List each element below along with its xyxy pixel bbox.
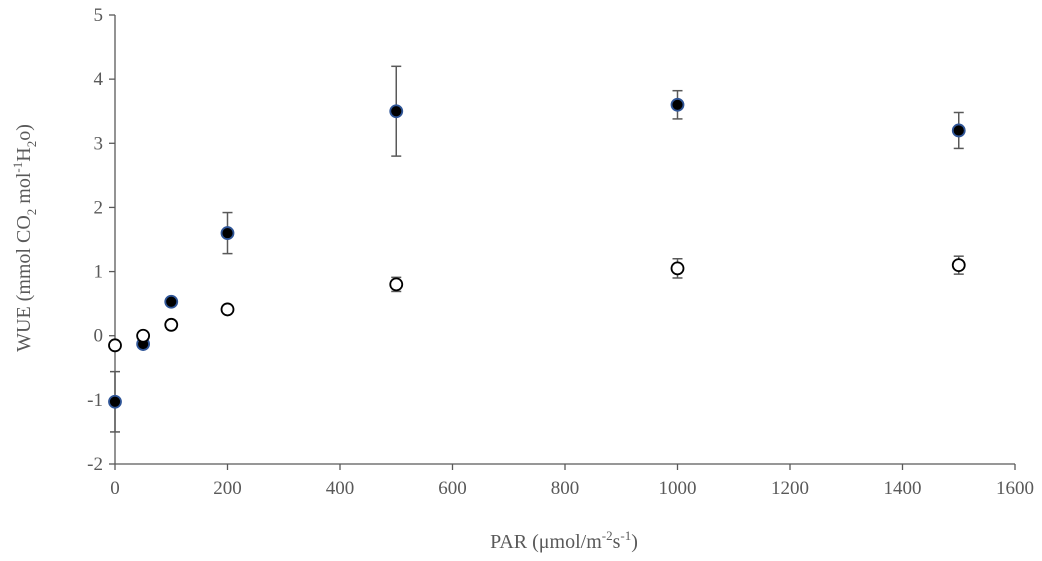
data-point bbox=[164, 294, 179, 309]
y-tick-label: -1 bbox=[87, 390, 103, 411]
x-axis-title: PAR (μmol/m-2s-1) bbox=[490, 528, 638, 553]
data-point bbox=[951, 258, 966, 273]
data-marks bbox=[108, 65, 966, 433]
data-point bbox=[951, 123, 966, 138]
data-point bbox=[164, 317, 179, 332]
data-point bbox=[220, 302, 235, 317]
x-tick-label: 1000 bbox=[659, 478, 697, 499]
data-point bbox=[389, 104, 404, 119]
x-tick-label: 200 bbox=[213, 478, 242, 499]
data-point bbox=[136, 328, 151, 343]
x-tick-label: 1600 bbox=[996, 478, 1034, 499]
y-tick-label: 0 bbox=[94, 326, 104, 347]
data-point bbox=[670, 261, 685, 276]
y-tick-label: 2 bbox=[94, 197, 104, 218]
x-tick-label: 0 bbox=[110, 478, 120, 499]
y-tick-label: -2 bbox=[87, 454, 103, 475]
x-tick-label: 600 bbox=[438, 478, 467, 499]
x-tick-label: 400 bbox=[326, 478, 355, 499]
data-point bbox=[108, 338, 122, 353]
series-2 bbox=[108, 255, 966, 353]
data-point bbox=[670, 97, 685, 112]
data-point bbox=[389, 277, 404, 292]
y-tick-label: 5 bbox=[94, 5, 104, 26]
y-tick-label: 1 bbox=[94, 262, 104, 283]
x-tick-label: 1200 bbox=[771, 478, 809, 499]
tick-labels: -2 -1 0 1 2 3 4 5 0 200 400 600 800 1000 1200 1400 1600 bbox=[87, 5, 1034, 499]
data-point bbox=[108, 394, 122, 409]
axes bbox=[109, 14, 1016, 470]
x-tick-label: 800 bbox=[551, 478, 580, 499]
y-tick-label: 4 bbox=[94, 69, 104, 90]
y-axis-title: WUE (mmol CO2 mol-1H2o) bbox=[10, 124, 39, 352]
series-1 bbox=[108, 65, 966, 433]
x-tick-label: 1400 bbox=[884, 478, 922, 499]
data-point bbox=[220, 226, 235, 240]
y-tick-label: 3 bbox=[94, 133, 104, 154]
